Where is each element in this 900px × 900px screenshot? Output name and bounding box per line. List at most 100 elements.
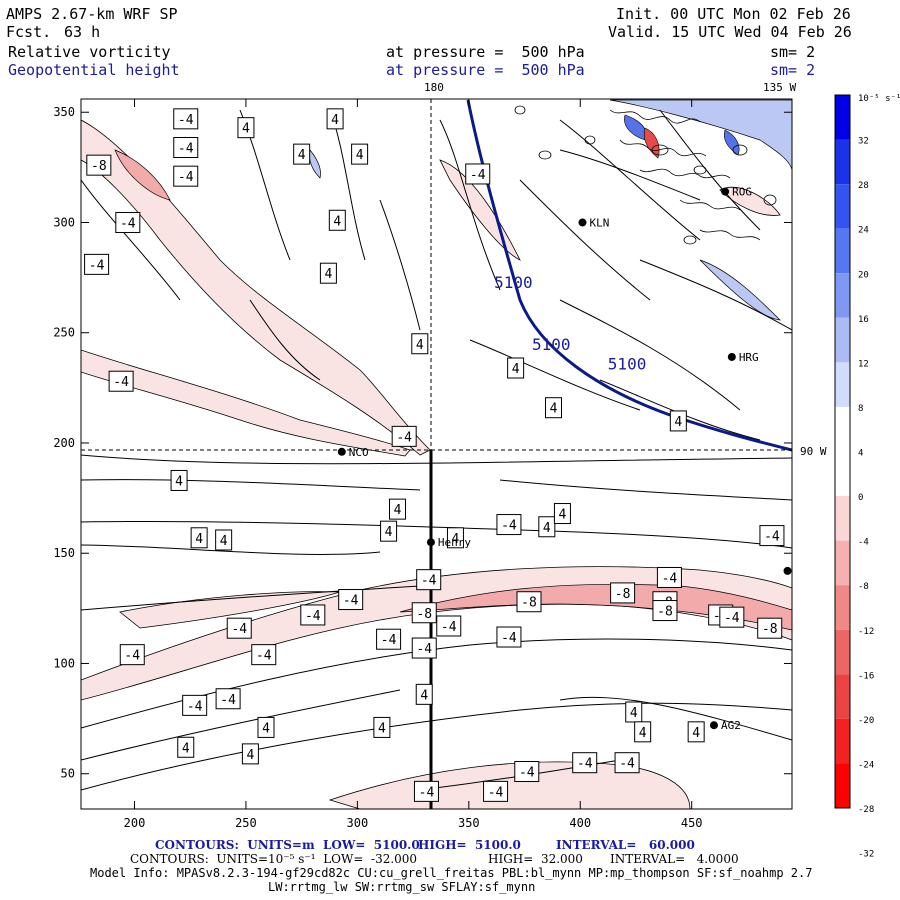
contour-label-box (86, 154, 112, 176)
y-tick-label: 150 (53, 546, 75, 560)
contour-label-text: -4 (305, 609, 321, 624)
pos-vort-ne-1 (609, 99, 792, 171)
contour-line-14 (439, 119, 501, 291)
contour-label: 4 (215, 529, 233, 551)
contour-label-box (338, 589, 364, 611)
station-label: KLN (589, 216, 609, 229)
contour-line-19 (519, 179, 651, 301)
colorbar-swatch (835, 674, 850, 719)
contour-label: -4 (173, 165, 199, 187)
contour-label-box (328, 209, 346, 231)
x-axis: 200 250 300 350 400 450 (124, 99, 703, 830)
ne-noise-loop-7 (538, 150, 552, 160)
contour-label-text: 4 (394, 503, 402, 518)
contour-line-8 (559, 696, 792, 741)
contour-label-text: 4 (385, 525, 393, 540)
colorbar-swatch (835, 585, 850, 630)
colorbar-label: 12 (858, 359, 869, 369)
colorbar-swatch (835, 406, 850, 452)
contour-label: 4 (687, 721, 705, 743)
contour-label-box (496, 514, 522, 536)
lon-180-label: 180 (424, 81, 444, 94)
contour-label-text: 4 (378, 721, 386, 736)
height-contour-5100 (466, 99, 792, 452)
pos-vort-ne-3 (309, 149, 321, 179)
ne-noise-2 (619, 139, 707, 157)
contour-label-box (293, 143, 311, 165)
neg-vort-ne-patch2 (719, 186, 781, 216)
contour-label-box (173, 165, 199, 187)
contour-label: 4 (538, 516, 556, 538)
contour-label: -8 (86, 154, 112, 176)
contour-label: -8 (411, 602, 437, 624)
contour-label-box (553, 503, 571, 525)
contour-label-box (625, 701, 643, 723)
contour-label-box (388, 498, 406, 520)
contour-label-text: 4 (416, 338, 424, 353)
colorbar-unit: 10⁻⁵ s⁻¹ (858, 94, 900, 104)
contour-label: -4 (483, 780, 509, 802)
contour-label-text: 4 (356, 148, 364, 163)
y-axis: 350 300 250 200 150 100 50 (53, 105, 792, 781)
contour-label-text: -4 (178, 113, 194, 128)
contour-label-text: -4 (220, 693, 236, 708)
height-labels: 5100 5100 5100 (494, 273, 646, 374)
contour-label: 4 (177, 736, 195, 758)
y-tick-label: 100 (53, 656, 75, 670)
contour-label-box (411, 602, 437, 624)
contour-label-box (411, 637, 437, 659)
contour-label-text: -4 (662, 571, 678, 586)
contour-label-box (391, 425, 417, 447)
colorbar-label: -24 (858, 760, 874, 770)
contour-label-box (84, 253, 110, 275)
contour-line-23 (639, 259, 792, 331)
station-dot (337, 447, 346, 456)
colorbar-swatch (835, 763, 850, 808)
strong-pos-vort-ne2 (723, 129, 740, 156)
contour-label-box (380, 520, 398, 542)
footer-vort-high: HIGH= 32.000 (488, 852, 583, 866)
neg-vort-band-nw (81, 119, 431, 456)
contour-label: -4 (572, 752, 598, 774)
contour-label-text: 4 (220, 534, 228, 549)
colorbar-label: -20 (858, 716, 874, 726)
edge-station-dot (783, 566, 792, 575)
ne-noise-loop-5 (763, 194, 777, 206)
contour-label-text: -4 (178, 142, 194, 157)
ne-noise-loop-6 (584, 135, 596, 145)
contour-label-text: -4 (724, 611, 740, 626)
contour-label-box (436, 615, 462, 637)
contour-label-text: 4 (674, 415, 682, 430)
station-dot (709, 721, 718, 730)
contour-label: 4 (634, 721, 652, 743)
contour-label-box (416, 569, 442, 591)
contour-label-box (326, 108, 344, 130)
contour-label-text: -4 (231, 622, 247, 637)
strong-pos-vort-ne (624, 114, 647, 141)
footer-vort-contours: CONTOURS: UNITS=10⁻⁵ s⁻¹ LOW= -32.000 (130, 852, 418, 866)
contour-label-box (545, 397, 563, 419)
pos-vort-ne-2 (699, 259, 781, 321)
contour-label-text: -4 (120, 216, 136, 231)
contour-label-box (173, 137, 199, 159)
ne-noise-loop-8 (514, 105, 526, 115)
contour-label: -8 (652, 600, 678, 622)
contour-label-box (656, 566, 682, 588)
contour-label: 4 (625, 701, 643, 723)
colorbar: 32 28 24 20 16 12 8 4 0 -4 -8 -12 -16 -20 -24 -28 -32 (834, 94, 874, 860)
height-label: 5100 (532, 335, 571, 354)
contour-label-text: 4 (182, 741, 190, 756)
y-tick-label: 50 (61, 767, 75, 781)
contour-label-box (759, 525, 785, 547)
contour-label-box (614, 752, 640, 774)
model-title: AMPS 2.67-km WRF SP (6, 5, 178, 23)
contour-label: 4 (190, 527, 208, 549)
contour-label-text: 4 (692, 726, 700, 741)
x-tick-label: 200 (124, 816, 146, 830)
y-tick-label: 200 (53, 436, 75, 450)
contour-label-text: 4 (298, 148, 306, 163)
contour-line-12 (329, 109, 366, 261)
contour-label: -4 (759, 525, 785, 547)
contour-line-22 (499, 479, 792, 501)
contour-line-3 (81, 544, 381, 555)
